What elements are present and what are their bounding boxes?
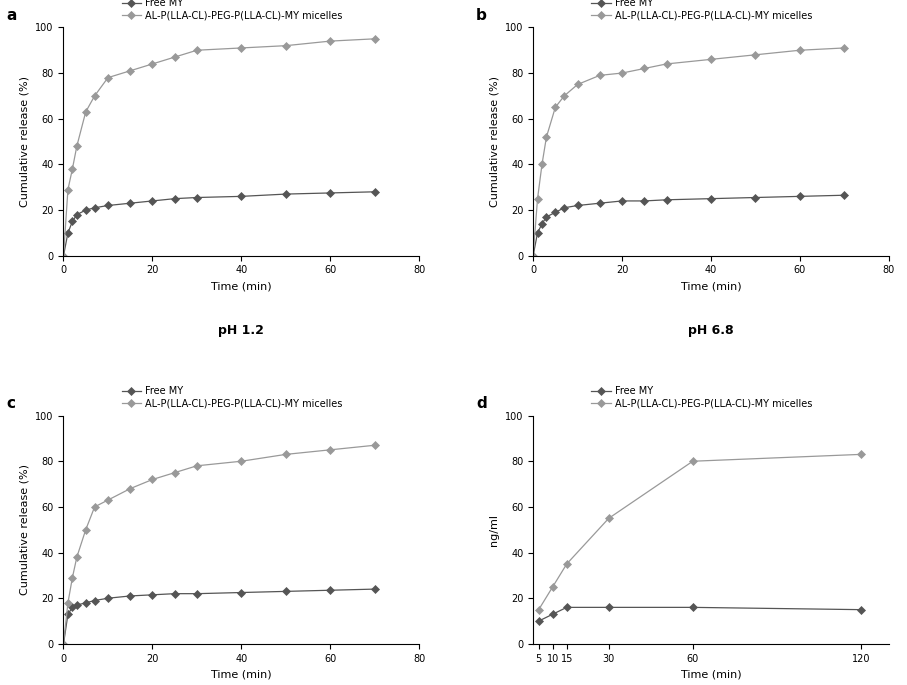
Text: c: c	[6, 396, 15, 411]
Text: pH 1.2: pH 1.2	[219, 324, 264, 337]
Y-axis label: Cumulative release (%): Cumulative release (%)	[490, 76, 500, 207]
Legend: Free MY, AL-P(LLA-CL)-PEG-P(LLA-CL)-MY micelles: Free MY, AL-P(LLA-CL)-PEG-P(LLA-CL)-MY m…	[591, 0, 812, 21]
Y-axis label: Cumulative release (%): Cumulative release (%)	[20, 76, 30, 207]
Text: b: b	[476, 8, 487, 23]
Y-axis label: ng/ml: ng/ml	[490, 514, 500, 546]
Legend: Free MY, AL-P(LLA-CL)-PEG-P(LLA-CL)-MY micelles: Free MY, AL-P(LLA-CL)-PEG-P(LLA-CL)-MY m…	[122, 0, 343, 21]
Y-axis label: Cumulative release (%): Cumulative release (%)	[20, 464, 30, 595]
Text: pH 6.8: pH 6.8	[688, 324, 734, 337]
Legend: Free MY, AL-P(LLA-CL)-PEG-P(LLA-CL)-MY micelles: Free MY, AL-P(LLA-CL)-PEG-P(LLA-CL)-MY m…	[591, 386, 812, 408]
Legend: Free MY, AL-P(LLA-CL)-PEG-P(LLA-CL)-MY micelles: Free MY, AL-P(LLA-CL)-PEG-P(LLA-CL)-MY m…	[122, 386, 343, 408]
Text: d: d	[476, 396, 487, 411]
X-axis label: Time (min): Time (min)	[680, 669, 741, 680]
Text: a: a	[6, 8, 17, 23]
X-axis label: Time (min): Time (min)	[680, 281, 741, 291]
X-axis label: Time (min): Time (min)	[211, 669, 272, 680]
X-axis label: Time (min): Time (min)	[211, 281, 272, 291]
